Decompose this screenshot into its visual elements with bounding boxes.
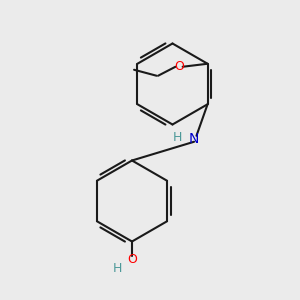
Text: O: O [174,60,184,73]
Text: N: N [189,132,199,146]
Text: O: O [127,253,137,266]
Text: H: H [173,131,182,144]
Text: H: H [112,262,122,275]
